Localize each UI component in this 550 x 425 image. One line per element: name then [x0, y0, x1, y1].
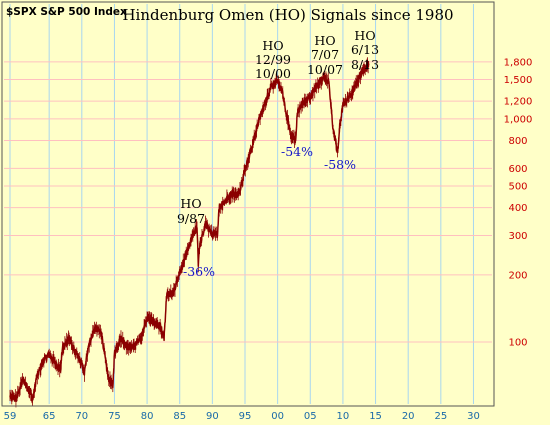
ho-2013-line3: 8/13	[351, 57, 379, 72]
ho-1987-line1: HO	[180, 196, 201, 211]
drop-1987-label: -36%	[183, 264, 215, 279]
y-tick-label: 1,000	[504, 114, 533, 125]
x-tick-label: 25	[434, 411, 447, 422]
y-axis-ticks: 1,800 1,500 1,200 1,000 800 600 500 400 300 200 10…	[504, 57, 533, 348]
y-tick-label: 1,800	[504, 57, 533, 68]
ho-2000-line3: 10/00	[255, 66, 291, 81]
ho-1987-annotation: HO 9/87	[177, 196, 205, 226]
chart-title: Hindenburg Omen (HO) Signals since 1980	[122, 6, 453, 24]
x-tick-label: 30	[467, 411, 480, 422]
ho-2000-line2: 12/99	[255, 52, 291, 67]
x-axis-ticks: 59 65 70 75 80 85 90 95 00 05 10 15 20 25 30	[4, 411, 480, 422]
plot-frame	[1, 1, 495, 407]
y-tick-label: 1,200	[504, 97, 533, 108]
x-tick-label: 70	[75, 411, 88, 422]
ho-2007-annotation: HO 7/07 10/07	[307, 33, 343, 77]
x-tick-label: 05	[304, 411, 317, 422]
symbol-label: $SPX S&P 500 Index	[6, 6, 127, 18]
x-tick-label: 59	[4, 411, 17, 422]
ho-2007-line2: 7/07	[311, 47, 339, 62]
x-tick-label: 95	[239, 411, 252, 422]
x-tick-label: 00	[271, 411, 284, 422]
x-tick-label: 20	[402, 411, 415, 422]
ho-2000-line1: HO	[262, 38, 283, 53]
x-tick-label: 75	[108, 411, 121, 422]
ho-2007-line3: 10/07	[307, 62, 343, 77]
y-tick-label: 300	[508, 231, 527, 242]
y-tick-label: 400	[508, 203, 527, 214]
x-tick-label: 90	[206, 411, 219, 422]
y-tick-label: 800	[508, 136, 527, 147]
x-tick-label: 65	[43, 411, 56, 422]
drop-2002-label: -54%	[281, 144, 313, 159]
price-series	[9, 57, 370, 408]
x-tick-label: 85	[173, 411, 186, 422]
x-tick-label: 10	[337, 411, 350, 422]
x-tick-label: 15	[369, 411, 382, 422]
drop-2009-label: -58%	[324, 157, 356, 172]
y-tick-label: 1,500	[504, 75, 533, 86]
y-tick-label: 500	[508, 182, 527, 193]
x-tick-label: 80	[141, 411, 154, 422]
ho-2013-line1: HO	[354, 28, 375, 43]
y-tick-label: 200	[508, 270, 527, 281]
y-tick-label: 100	[508, 338, 527, 349]
y-tick-label: 600	[508, 164, 527, 175]
grid-lines	[4, 4, 492, 404]
ho-2013-line2: 6/13	[351, 42, 379, 57]
ho-1987-line2: 9/87	[177, 211, 205, 226]
ho-2000-annotation: HO 12/99 10/00	[255, 38, 291, 81]
ho-2007-line1: HO	[314, 33, 335, 48]
ho-2013-annotation: HO 6/13 8/13	[351, 28, 379, 72]
